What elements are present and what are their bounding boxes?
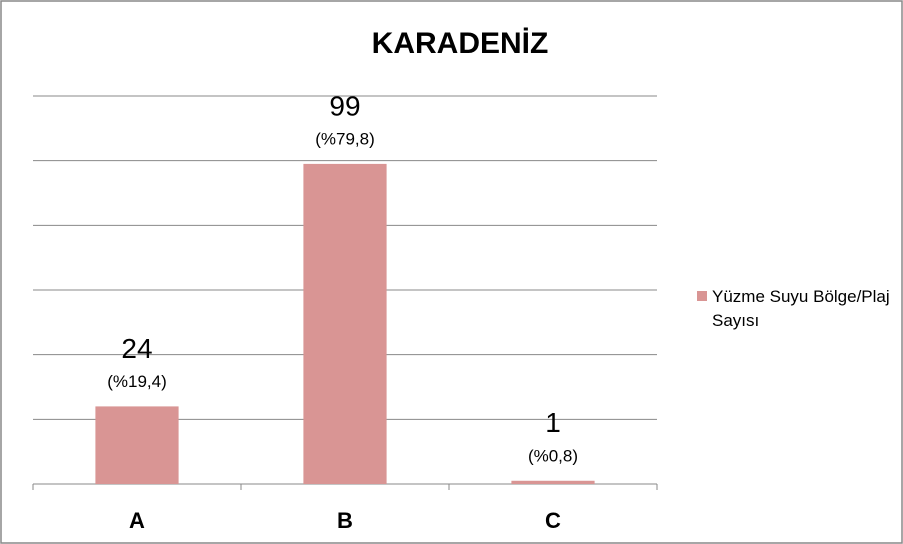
percent-label: (%79,8) bbox=[315, 129, 375, 148]
data-label: 99 bbox=[329, 90, 360, 121]
bar bbox=[511, 480, 595, 484]
data-label: 24 bbox=[121, 333, 152, 364]
x-tick-label: C bbox=[545, 508, 561, 533]
percent-label: (%0,8) bbox=[528, 446, 578, 465]
bar bbox=[95, 406, 179, 484]
chart-title: KARADENİZ bbox=[372, 27, 549, 60]
x-tick-label: A bbox=[129, 508, 145, 533]
x-tick-label: B bbox=[337, 508, 353, 533]
legend-swatch bbox=[697, 291, 707, 301]
bar bbox=[303, 163, 387, 484]
data-label: 1 bbox=[545, 407, 561, 438]
percent-label: (%19,4) bbox=[107, 372, 167, 391]
legend-label: Yüzme Suyu Bölge/Plaj Sayısı bbox=[712, 287, 890, 330]
